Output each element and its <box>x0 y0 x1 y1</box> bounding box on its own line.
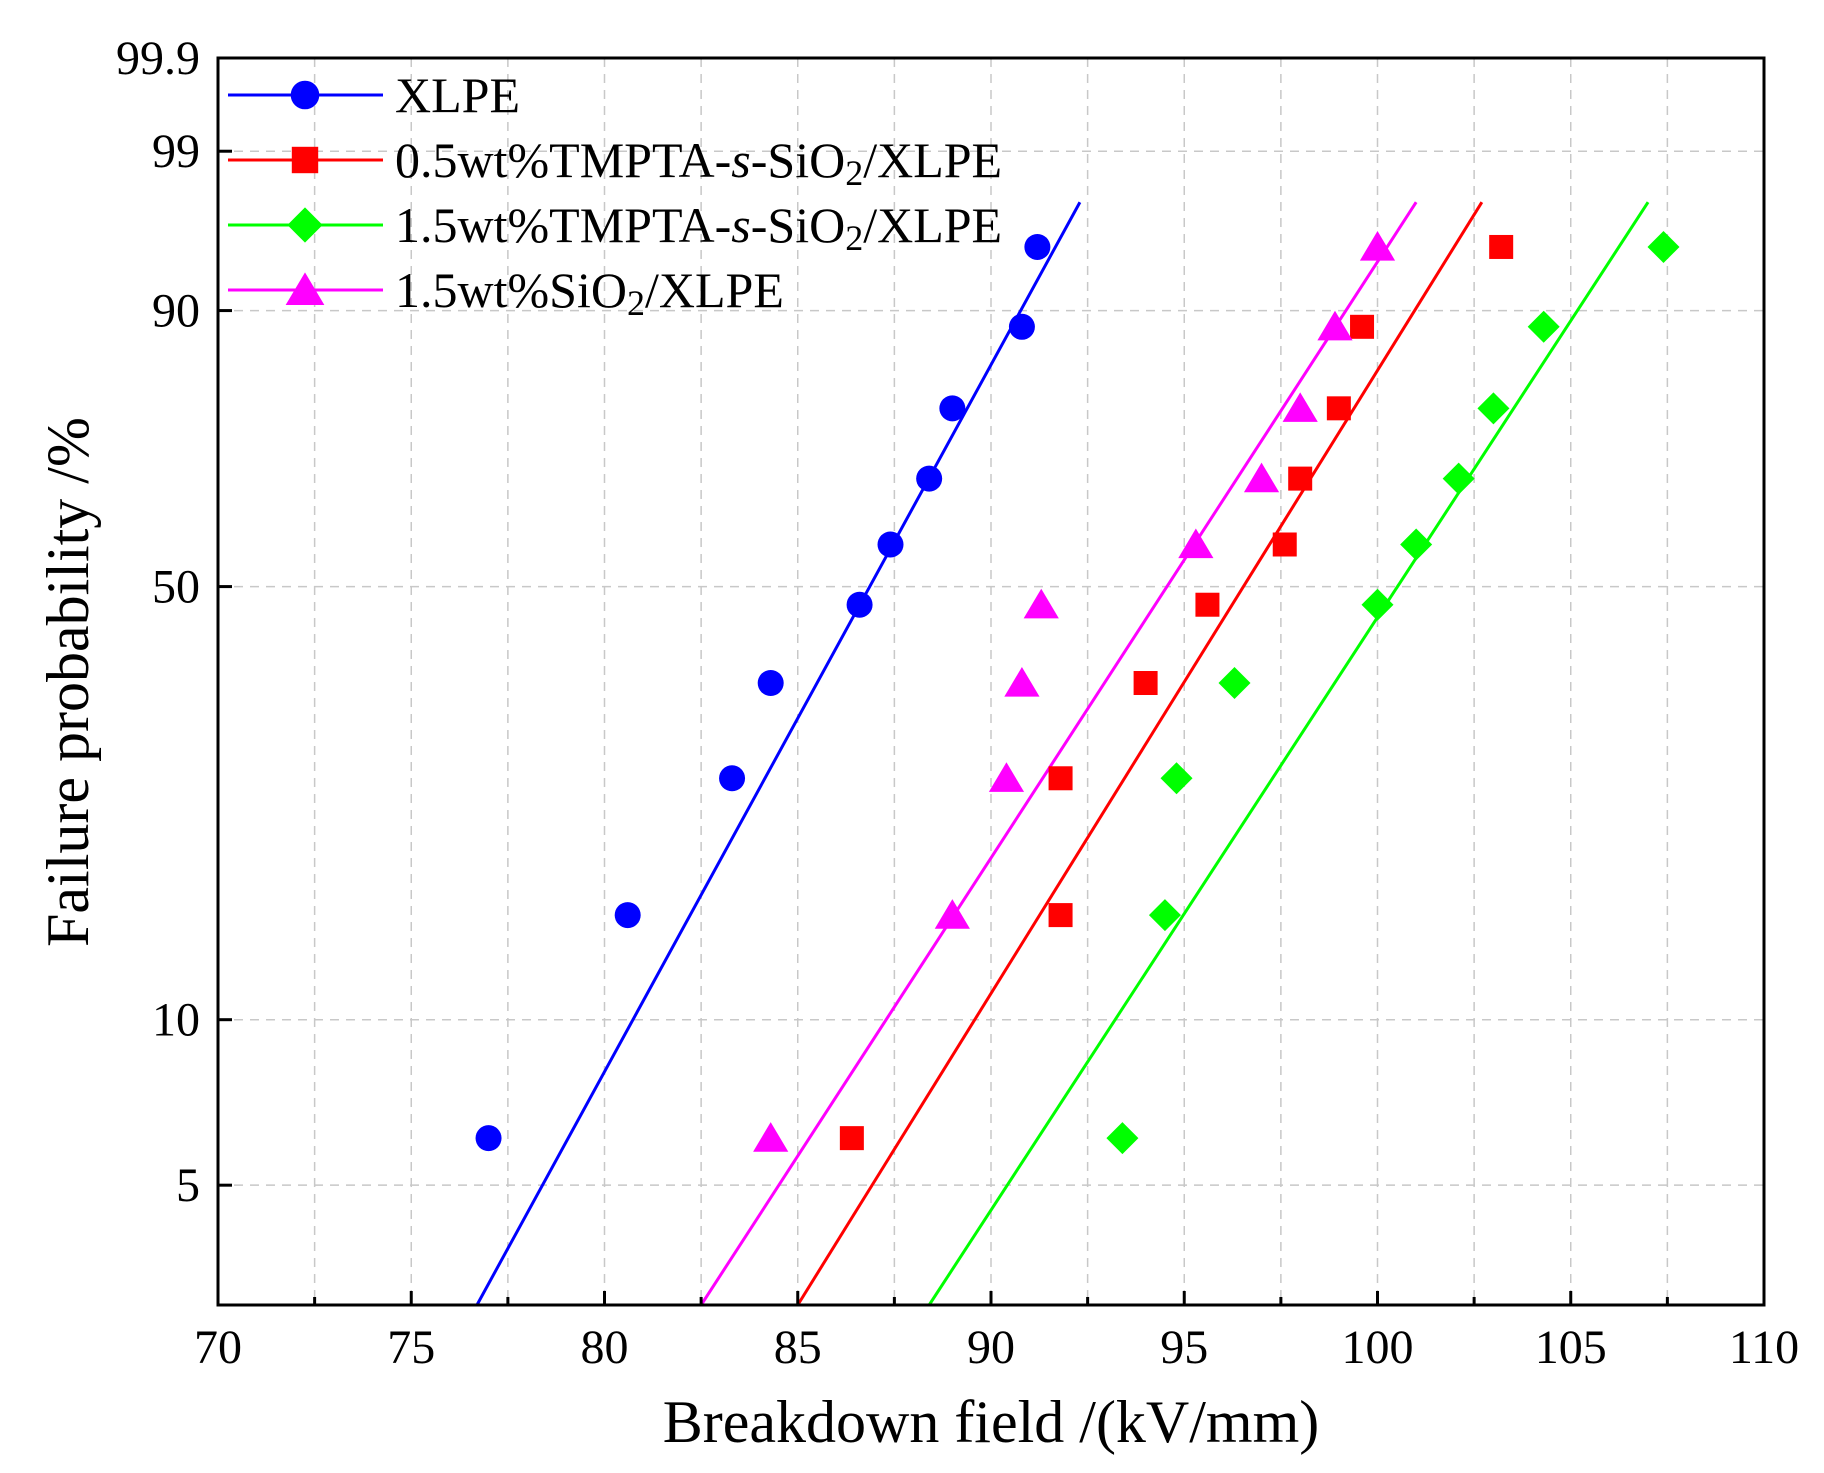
point-xlpe <box>846 591 873 618</box>
fit-line-1-5wt-tmpta-s-sio2-xlpe <box>927 201 1650 1306</box>
x-tick-label: 90 <box>967 1321 1015 1374</box>
y-tick-label: 99.9 <box>116 32 200 85</box>
point-1-5wt-sio2-xlpe <box>753 1122 789 1152</box>
x-tick-label: 80 <box>581 1321 629 1374</box>
point-1-5wt-sio2-xlpe <box>1282 392 1318 422</box>
y-tick-label: 10 <box>152 994 200 1047</box>
fit-line-1-5wt-sio2-xlpe <box>699 201 1418 1306</box>
point-0-5wt-tmpta-s-sio2-xlpe <box>1350 314 1375 339</box>
x-tick-label: 110 <box>1729 1321 1799 1374</box>
point-1-5wt-tmpta-s-sio2-xlpe <box>1477 392 1510 425</box>
legend-marker <box>287 207 323 243</box>
x-tick-label: 95 <box>1160 1321 1208 1374</box>
legend-marker <box>285 272 325 305</box>
point-0-5wt-tmpta-s-sio2-xlpe <box>1326 396 1351 421</box>
point-0-5wt-tmpta-s-sio2-xlpe <box>1489 234 1514 259</box>
point-0-5wt-tmpta-s-sio2-xlpe <box>1133 671 1158 696</box>
point-1-5wt-sio2-xlpe <box>934 899 970 929</box>
point-1-5wt-sio2-xlpe <box>1243 462 1280 493</box>
point-1-5wt-sio2-xlpe <box>1023 588 1059 619</box>
point-1-5wt-sio2-xlpe <box>1359 230 1396 261</box>
point-0-5wt-tmpta-s-sio2-xlpe <box>1272 532 1297 557</box>
point-0-5wt-tmpta-s-sio2-xlpe <box>1048 903 1073 928</box>
point-xlpe <box>1024 233 1051 260</box>
point-1-5wt-sio2-xlpe <box>1178 528 1214 559</box>
y-axis-title: Failure probability /% <box>35 417 101 947</box>
ticks: 70 75 80 85 90 95 100 105 110 5 10 50 90 99 99.9 <box>116 32 1799 1374</box>
y-tick-label: 50 <box>152 561 200 614</box>
point-1-5wt-tmpta-s-sio2-xlpe <box>1647 230 1680 263</box>
legend-label: 0.5wt%TMPTA-s-SiO2/XLPE <box>395 132 1002 193</box>
fit-lines <box>475 201 1650 1306</box>
point-0-5wt-tmpta-s-sio2-xlpe <box>1048 766 1073 791</box>
legend-marker <box>290 80 320 110</box>
data-points <box>475 230 1680 1155</box>
point-xlpe <box>719 765 746 792</box>
point-xlpe <box>916 465 943 492</box>
point-0-5wt-tmpta-s-sio2-xlpe <box>1195 592 1220 617</box>
point-0-5wt-tmpta-s-sio2-xlpe <box>839 1126 864 1151</box>
x-tick-label: 100 <box>1342 1321 1414 1374</box>
x-tick-label: 105 <box>1535 1321 1607 1374</box>
point-1-5wt-sio2-xlpe <box>1317 310 1353 341</box>
legend-marker <box>291 146 319 174</box>
y-tick-label: 99 <box>152 125 200 178</box>
x-tick-label: 85 <box>774 1321 822 1374</box>
point-1-5wt-sio2-xlpe <box>1004 667 1040 697</box>
point-xlpe <box>614 902 641 929</box>
x-tick-label: 75 <box>387 1321 435 1374</box>
x-axis-title: Breakdown field /(kV/mm) <box>663 1389 1320 1455</box>
point-1-5wt-tmpta-s-sio2-xlpe <box>1106 1122 1139 1155</box>
legend-label: 1.5wt%TMPTA-s-SiO2/XLPE <box>395 197 1002 258</box>
y-tick-label: 5 <box>176 1159 200 1212</box>
x-tick-label: 70 <box>194 1321 242 1374</box>
point-xlpe <box>1008 313 1035 340</box>
point-xlpe <box>475 1125 502 1152</box>
point-xlpe <box>939 395 966 422</box>
point-1-5wt-tmpta-s-sio2-xlpe <box>1400 528 1433 561</box>
legend-label: XLPE <box>395 67 520 123</box>
point-1-5wt-tmpta-s-sio2-xlpe <box>1442 462 1475 495</box>
point-xlpe <box>877 531 904 558</box>
y-tick-label: 90 <box>152 285 200 338</box>
fit-line-0-5wt-tmpta-s-sio2-xlpe <box>796 201 1484 1306</box>
grid-layer <box>218 58 1764 1305</box>
point-1-5wt-sio2-xlpe <box>988 762 1025 792</box>
point-1-5wt-tmpta-s-sio2-xlpe <box>1527 310 1560 343</box>
point-1-5wt-tmpta-s-sio2-xlpe <box>1218 667 1251 700</box>
point-1-5wt-tmpta-s-sio2-xlpe <box>1361 588 1394 621</box>
point-1-5wt-tmpta-s-sio2-xlpe <box>1160 762 1193 795</box>
point-xlpe <box>757 670 784 697</box>
point-0-5wt-tmpta-s-sio2-xlpe <box>1288 466 1313 491</box>
legend: XLPE 0.5wt%TMPTA-s-SiO2/XLPE1.5wt%TMPTA-s… <box>228 67 1002 323</box>
fit-line-xlpe <box>475 201 1082 1306</box>
legend-label: 1.5wt%SiO2/XLPE <box>395 262 784 323</box>
point-1-5wt-tmpta-s-sio2-xlpe <box>1148 899 1181 932</box>
